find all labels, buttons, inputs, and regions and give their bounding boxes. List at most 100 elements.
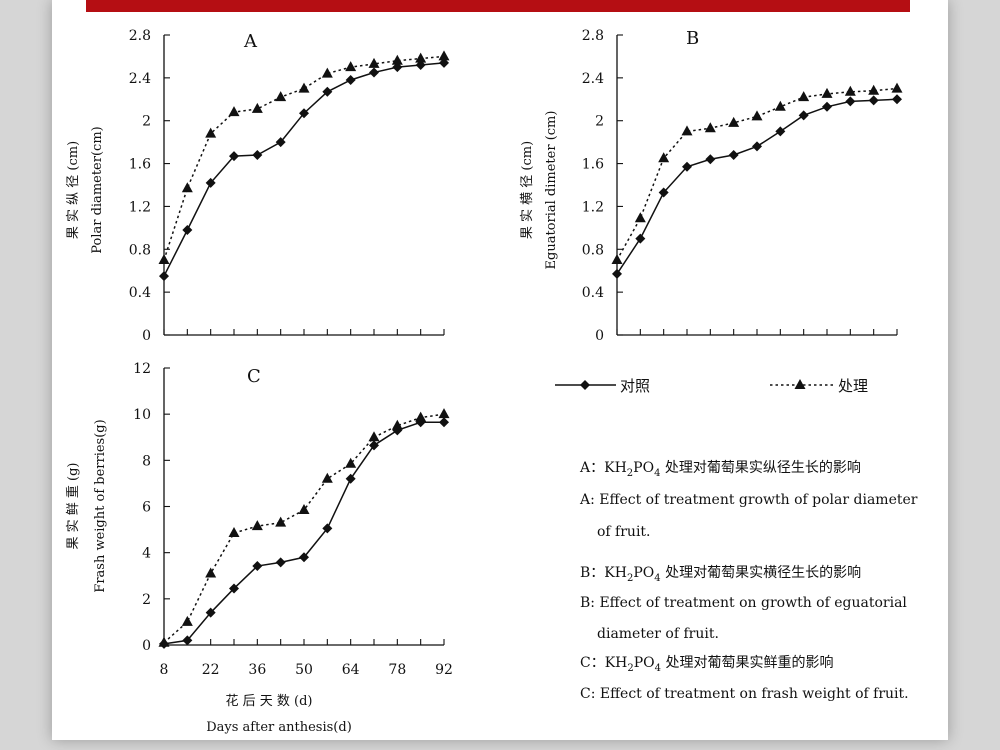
y-tick-label: 1.6 [582,157,604,173]
data-point-control [845,96,856,107]
data-point-control [658,187,669,198]
data-point-treatment [798,91,810,102]
series-line-control [616,98,898,275]
y-axis-label-cn: 果 实 纵 径 (cm) [66,141,81,239]
data-point-treatment [438,50,450,61]
data-point-control [275,137,286,148]
data-point-treatment [275,91,287,102]
y-tick-label: 2.8 [129,28,151,44]
title-accent-bar [86,0,910,12]
chart-panel-c: 0 2 4 6 8 10 12 8 22 36 50 64 78 92 C 果 实 鲜 重 (g) Frash … [65,361,453,735]
data-point-control [322,523,333,534]
caption-a-cn: A：KH2PO4 处理对葡萄果实纵径生长的影响 [579,460,861,479]
caption-part: 处理对葡萄果实鲜重的影响 [661,655,833,671]
data-point-control [252,561,263,572]
caption-b-en-2: diameter of fruit. [597,626,719,642]
caption-a-en-2: of fruit. [597,524,651,540]
data-point-control [159,271,169,282]
y-tick-label: 2 [142,114,151,130]
y-tick-label: 6 [142,500,151,516]
y-tick-label: 1.2 [582,199,604,215]
x-axis-label-en: Days after anthesis(d) [206,720,352,735]
legend-marker-treatment [794,379,806,389]
x-tick-label: 36 [248,662,266,678]
data-point-control [182,225,193,235]
caption-part: B：KH [580,565,627,581]
data-point-treatment [368,431,380,442]
x-tick-label: 64 [342,662,360,678]
data-point-treatment [704,122,716,133]
caption-c-cn: C：KH2PO4 处理对葡萄果实鲜重的影响 [580,655,834,674]
caption-part: PO [633,460,654,476]
data-point-control [635,233,646,244]
panel-letter: A [243,31,258,52]
x-tick-label: 22 [202,662,220,678]
data-point-treatment [438,408,450,419]
caption-part: 4 [655,663,661,674]
caption-part: C：KH [580,655,627,671]
data-point-treatment [611,254,623,264]
data-point-control [322,86,333,97]
slide-page [52,0,948,740]
y-tick-label: 2.4 [582,71,604,87]
panel-letter: C [247,366,261,387]
y-tick-label: 2 [595,114,604,130]
chart-panel-a: 0 0.4 0.8 1.2 1.6 2 2.4 2.8 A 果 实 纵 径 (cm) Polar d… [66,28,450,344]
x-tick-label: 92 [435,662,453,678]
data-point-control [868,95,879,106]
caption-part: 处理对葡萄果实横径生长的影响 [661,565,861,581]
caption-part: 处理对葡萄果实纵径生长的影响 [660,460,860,476]
data-point-treatment [345,61,357,72]
caption-part: PO [633,565,654,581]
y-axis-label-en: Frash weight of berries(g) [93,419,108,592]
y-tick-label: 0.4 [129,285,151,301]
y-tick-label: 2.8 [582,28,604,44]
y-tick-label: 10 [133,407,151,423]
data-point-treatment [844,85,856,96]
data-point-control [182,635,193,646]
y-tick-label: 0.4 [582,285,604,301]
data-point-control [369,67,379,78]
data-point-treatment [891,82,903,93]
data-point-treatment [228,527,240,538]
data-point-control [205,607,216,618]
series-line-control [163,421,444,645]
caption-part: 2 [627,468,633,479]
data-point-control [798,110,809,121]
y-axis-label-en: Polar diameter(cm) [90,126,105,253]
caption-part: 2 [627,663,633,674]
data-point-control [612,268,622,279]
y-axis-label-cn: 果 实 横 径 (cm) [520,141,535,239]
caption-part: 4 [654,573,660,584]
y-tick-label: 0.8 [129,242,151,258]
legend-label-control: 对照 [620,377,650,395]
data-point-treatment [251,520,263,531]
data-point-control [728,150,739,160]
data-point-treatment [774,100,786,111]
legend-marker-control [580,380,590,390]
data-point-control [345,473,356,484]
data-point-treatment [181,615,193,626]
caption-part: 2 [627,573,633,584]
y-tick-label: 2.4 [129,71,151,87]
series-line-treatment [163,413,445,644]
data-point-control [892,94,902,105]
caption-part: A：KH [579,460,627,476]
y-tick-label: 2 [142,592,151,608]
x-tick-label: 50 [295,662,313,678]
data-point-control [345,75,356,85]
data-point-control [299,108,309,119]
data-point-treatment [821,87,833,98]
y-tick-label: 0.8 [582,242,604,258]
caption-c-en-1: C: Effect of treatment on frash weight o… [580,686,909,702]
data-point-treatment [681,125,693,136]
data-point-treatment [275,516,287,527]
caption-part: 4 [654,468,660,479]
data-point-treatment [634,212,646,223]
caption-a-en-1: A: Effect of treatment growth of polar d… [579,492,918,508]
data-point-control [205,177,216,188]
data-point-control [299,552,309,563]
legend-label-treatment: 处理 [838,377,868,395]
data-point-control [252,150,263,160]
y-tick-label: 0 [142,638,151,654]
